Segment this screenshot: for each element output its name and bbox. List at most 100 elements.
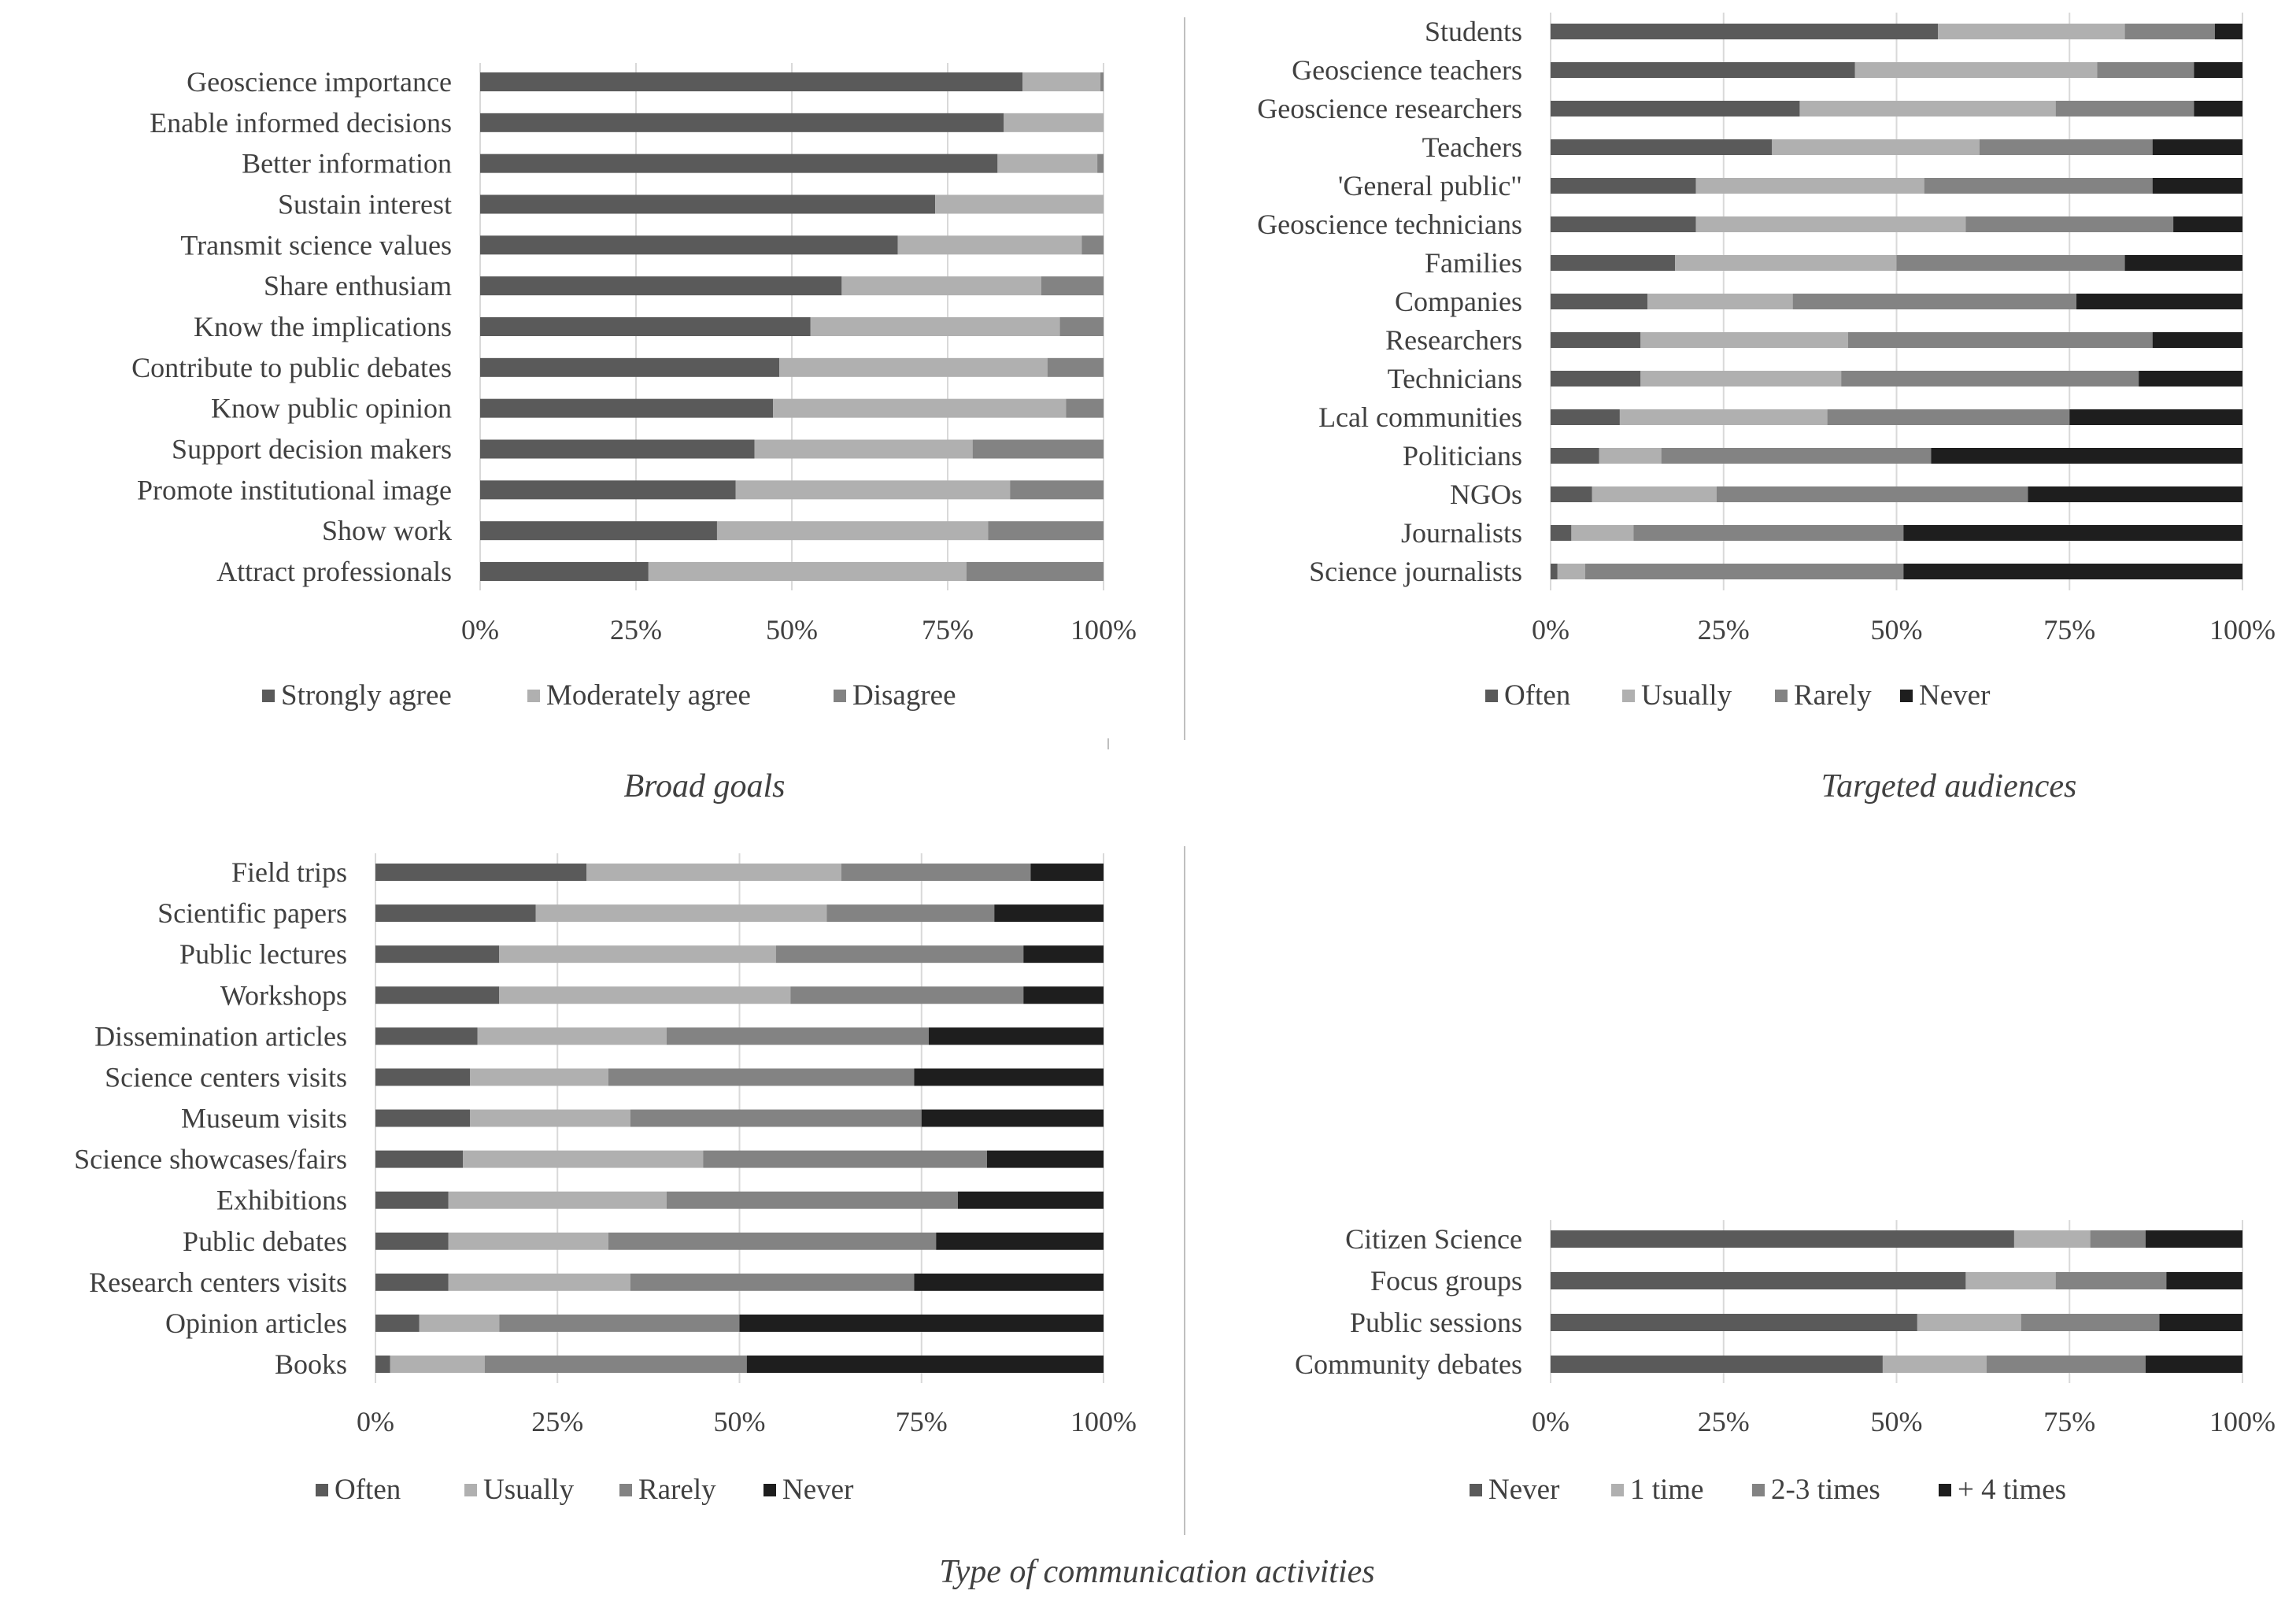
chart-panel-1: 0% 25% 50% 75% 100% Geoscience importance Enab… (131, 63, 1137, 804)
bar-segment-usually (1640, 332, 1848, 348)
bar-segment-often (375, 864, 587, 881)
bar-segment-rarely (1847, 332, 2153, 348)
bar-segment-strongly-agree (480, 317, 811, 336)
activity-label-workshops: Workshops (220, 979, 347, 1011)
bar-segment-rarely (1584, 564, 1904, 579)
panel-title: Broad goals (624, 768, 786, 804)
x-tick-label: 0% (357, 1406, 394, 1437)
bar-segment-often (1551, 216, 1696, 232)
bar-segment-usually (419, 1314, 500, 1332)
x-tick-label: 100% (2209, 1406, 2276, 1437)
x-tick-label: 25% (1698, 1406, 1750, 1437)
legend-swatch-never (1470, 1484, 1482, 1496)
activity-label-exhibitions: Exhibitions (216, 1185, 347, 1216)
bar-segment-never (2214, 24, 2242, 39)
bar-segment-1-time (1882, 1356, 1987, 1373)
legend-label-never: Never (1919, 679, 1990, 712)
bar-segment-strongly-agree (480, 357, 780, 377)
bar-segment-never (2152, 332, 2242, 348)
bar-segment-4-plus-times (2166, 1272, 2242, 1289)
legend-swatch-moderately-agree (527, 690, 540, 702)
audience-label-companies: Companies (1395, 286, 1522, 317)
bar-segment-rarely (790, 986, 1024, 1004)
bar-segment-moderately-agree (773, 398, 1067, 418)
legend-swatch-rarely (1775, 690, 1788, 702)
bar-segment-never (994, 904, 1104, 923)
bar-segment-rarely (608, 1232, 937, 1250)
bar-segment-rarely (667, 1191, 958, 1209)
bar-segment-strongly-agree (480, 113, 1004, 132)
legend-swatch-never (763, 1484, 776, 1496)
bar-segment-often (1551, 24, 1939, 39)
bar-segment-2-3-times (2021, 1314, 2160, 1331)
goal-label-enable-informed-decisions: Enable informed decisions (150, 107, 452, 139)
audience-label-families: Families (1425, 247, 1522, 279)
activity-label-opinion-articles: Opinion articles (165, 1308, 347, 1339)
bar-segment-strongly-agree (480, 398, 774, 418)
bar-segment-rarely (1661, 448, 1932, 464)
bar-segment-often (1551, 564, 1558, 579)
bar-segment-rarely (499, 1314, 740, 1332)
legend-swatch-often (1485, 690, 1498, 702)
bar-segment-disagree (1100, 72, 1104, 91)
bar-segment-usually (1592, 486, 1717, 502)
bar-segment-often (375, 1068, 471, 1086)
bar-segment-usually (1599, 448, 1662, 464)
bar-segment-disagree (1097, 154, 1104, 173)
bar-segment-strongly-agree (480, 72, 1023, 91)
legend-label-rarely: Rarely (1794, 679, 1872, 712)
bar-segment-usually (1571, 525, 1634, 541)
bar-segment-never (929, 1027, 1104, 1045)
audience-label-geoscience-technicians: Geoscience technicians (1257, 209, 1522, 240)
bar-segment-usually (463, 1150, 704, 1168)
legend-label-strongly-agree: Strongly agree (281, 679, 452, 712)
legend-swatch-usually (464, 1484, 477, 1496)
goal-label-support-decision-makers: Support decision makers (172, 434, 452, 465)
bar-segment-never (2194, 101, 2242, 117)
bar-segment-rarely (1965, 216, 2174, 232)
bar-segment-usually (470, 1109, 630, 1127)
bar-segment-usually (499, 986, 791, 1004)
bar-segment-never (746, 1356, 1104, 1373)
bar-segment-usually (448, 1191, 667, 1209)
bar-segment-never (921, 1109, 1104, 1127)
x-tick-label: 25% (531, 1406, 583, 1437)
bar-segment-rarely (1924, 178, 2153, 194)
activity-label-scientific-papers: Scientific papers (157, 897, 347, 929)
bar-segment-never (2194, 62, 2242, 78)
goal-label-know-public-opinion: Know public opinion (211, 393, 452, 424)
bar-segment-usually (1799, 101, 2056, 117)
bar-segment-2-3-times (2055, 1272, 2167, 1289)
bar-segment-rarely (484, 1356, 747, 1373)
goal-label-contribute-to-public-debates: Contribute to public debates (131, 352, 452, 383)
activity-label-public-lectures: Public lectures (179, 938, 347, 970)
chart-panel-3: 0% 25% 50% 75% 100% Field trips Scientific pap… (74, 853, 1137, 1506)
bar-segment-often (1551, 409, 1620, 425)
goal-label-show-work: Show work (322, 515, 452, 546)
bar-segment-never (1023, 986, 1104, 1004)
bar-segment-never (1903, 564, 2242, 579)
x-tick-label: 100% (1070, 614, 1137, 645)
bar-segment-never (2076, 294, 2242, 309)
bar-segment-often (1551, 255, 1676, 271)
audience-label-lcal-communities: Lcal communities (1318, 401, 1522, 433)
bar-segment-never (2124, 255, 2242, 271)
bar-segment-moderately-agree (810, 317, 1060, 336)
bar-segment-often (375, 1109, 471, 1127)
legend-swatch-2-3-times (1752, 1484, 1765, 1496)
bar-segment-usually (1772, 139, 1980, 155)
bar-segment-usually (1695, 216, 1966, 232)
bar-segment-usually (1695, 178, 1924, 194)
audience-label-journalists: Journalists (1401, 517, 1522, 549)
bar-segment-never (1551, 1356, 1883, 1373)
legend-label-disagree: Disagree (852, 679, 956, 712)
bar-segment-never (2152, 139, 2242, 155)
bar-segment-never (1551, 1314, 1917, 1331)
bar-segment-strongly-agree (480, 235, 898, 255)
bar-segment-never (987, 1150, 1104, 1168)
bar-segment-often (1551, 371, 1641, 387)
bar-segment-never (958, 1191, 1104, 1209)
x-tick-label: 50% (1871, 614, 1923, 645)
legend-label-4-plus-times: + 4 times (1958, 1474, 2066, 1506)
